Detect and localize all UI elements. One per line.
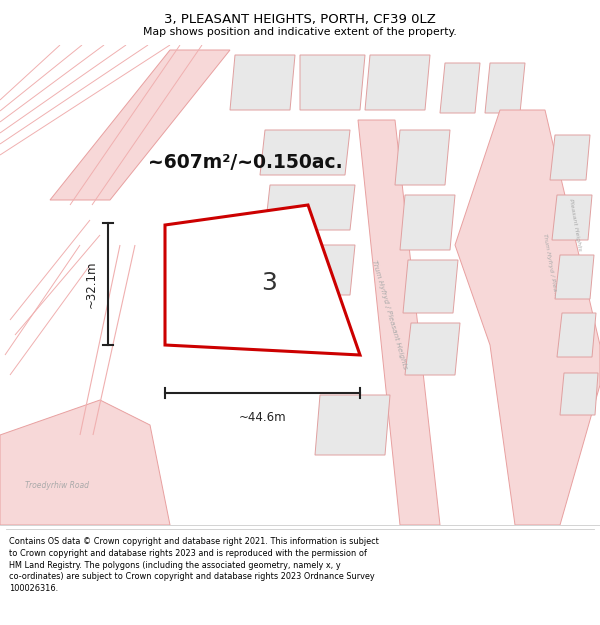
Polygon shape [315, 395, 390, 455]
Polygon shape [50, 50, 230, 200]
Polygon shape [300, 55, 365, 110]
Polygon shape [365, 55, 430, 110]
Polygon shape [550, 135, 590, 180]
Text: Pleasant Heights: Pleasant Heights [568, 199, 582, 251]
Polygon shape [555, 255, 594, 299]
Polygon shape [260, 130, 350, 175]
Polygon shape [403, 260, 458, 313]
Text: Trum Hyfryd / Plea...: Trum Hyfryd / Plea... [542, 232, 558, 298]
Polygon shape [395, 130, 450, 185]
Polygon shape [485, 63, 525, 113]
Polygon shape [557, 313, 596, 357]
Text: Map shows position and indicative extent of the property.: Map shows position and indicative extent… [143, 27, 457, 37]
Text: ~44.6m: ~44.6m [239, 411, 286, 424]
Polygon shape [440, 63, 480, 113]
Text: 3, PLEASANT HEIGHTS, PORTH, CF39 0LZ: 3, PLEASANT HEIGHTS, PORTH, CF39 0LZ [164, 12, 436, 26]
Text: Contains OS data © Crown copyright and database right 2021. This information is : Contains OS data © Crown copyright and d… [9, 537, 379, 593]
Polygon shape [405, 323, 460, 375]
Text: Trum Hyfryd / Pleasant Heights: Trum Hyfryd / Pleasant Heights [371, 260, 409, 370]
Polygon shape [560, 373, 598, 415]
Text: Troedyrhiw Road: Troedyrhiw Road [25, 481, 89, 489]
Polygon shape [0, 400, 170, 525]
Polygon shape [230, 55, 295, 110]
Polygon shape [455, 110, 600, 525]
Polygon shape [165, 205, 360, 355]
Polygon shape [552, 195, 592, 240]
Text: 3: 3 [262, 271, 277, 294]
Text: ~32.1m: ~32.1m [85, 260, 98, 308]
Polygon shape [270, 245, 355, 295]
Text: ~607m²/~0.150ac.: ~607m²/~0.150ac. [148, 154, 343, 173]
Polygon shape [358, 120, 440, 525]
Polygon shape [265, 185, 355, 230]
Polygon shape [400, 195, 455, 250]
